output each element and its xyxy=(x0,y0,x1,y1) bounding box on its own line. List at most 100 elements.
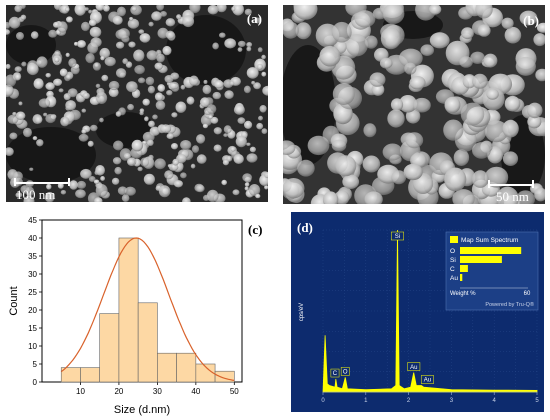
nanoparticle xyxy=(527,115,542,129)
nanoparticle xyxy=(6,29,10,35)
nanoparticle xyxy=(66,16,73,23)
nanoparticle xyxy=(409,76,426,90)
nanoparticle xyxy=(501,17,514,29)
sem-image-a xyxy=(6,5,268,202)
nanoparticle xyxy=(143,173,155,185)
nanoparticle xyxy=(196,154,207,164)
nanoparticle xyxy=(36,139,44,147)
nanoparticle xyxy=(208,115,213,119)
histogram-bar xyxy=(137,302,158,383)
nanoparticle xyxy=(391,170,407,185)
peak-label: C xyxy=(333,371,338,377)
nanoparticle xyxy=(297,159,315,177)
nanoparticle xyxy=(139,33,151,43)
nanoparticle xyxy=(175,101,187,113)
nanoparticle xyxy=(80,168,92,179)
nanoparticle xyxy=(164,170,174,180)
nanoparticle xyxy=(115,68,127,78)
nanoparticle xyxy=(484,166,509,188)
nanoparticle xyxy=(43,112,48,117)
nanoparticle xyxy=(142,98,150,106)
nanoparticle xyxy=(6,84,14,97)
nanoparticle xyxy=(483,53,498,68)
nanoparticle xyxy=(504,95,521,112)
nanoparticle xyxy=(23,127,32,138)
nanoparticle xyxy=(173,180,183,188)
nanoparticle xyxy=(223,125,232,134)
nanoparticle xyxy=(65,7,70,12)
nanoparticle xyxy=(246,42,253,48)
x-tick-label: 30 xyxy=(153,387,162,396)
legend-element-label: C xyxy=(450,266,455,273)
y-tick-label: 45 xyxy=(28,216,37,225)
nanoparticle xyxy=(127,158,135,166)
nanoparticle xyxy=(128,41,136,48)
nanoparticle xyxy=(249,146,256,153)
nanoparticle xyxy=(93,179,100,185)
nanoparticle xyxy=(34,115,43,124)
nanoparticle xyxy=(15,192,23,198)
nanoparticle xyxy=(213,144,222,152)
nanoparticle xyxy=(246,153,258,163)
nanoparticle xyxy=(156,53,165,63)
histogram-bar xyxy=(99,313,120,383)
y-tick-label: 30 xyxy=(28,270,37,279)
nanoparticle xyxy=(145,76,155,86)
nanoparticle xyxy=(20,5,26,9)
nanoparticle xyxy=(137,166,143,172)
nanoparticle xyxy=(262,85,268,96)
nanoparticle xyxy=(171,143,178,150)
peak-label: O xyxy=(343,370,348,376)
nanoparticle xyxy=(248,184,261,196)
nanoparticle xyxy=(53,78,63,87)
nanoparticle xyxy=(23,195,35,202)
x-tick-label: 2 xyxy=(407,398,411,404)
nanoparticle xyxy=(404,62,417,75)
nanoparticle xyxy=(87,140,94,147)
legend-weight-bar xyxy=(460,247,522,254)
nanoparticle xyxy=(81,108,87,113)
nanoparticle xyxy=(45,113,56,124)
eds-y-axis-label: cps/eV xyxy=(299,303,305,321)
nanoparticle xyxy=(126,81,138,93)
nanoparticle xyxy=(9,132,18,140)
nanoparticle xyxy=(443,119,464,141)
nanoparticle xyxy=(364,191,383,204)
nanoparticle xyxy=(77,40,86,48)
nanoparticle xyxy=(6,147,14,156)
nanoparticle xyxy=(58,88,64,93)
x-tick-label: 10 xyxy=(76,387,85,396)
nanoparticle xyxy=(124,186,136,196)
scale-bar-b-left-tick xyxy=(488,180,490,188)
nanoparticle xyxy=(461,27,474,40)
sem-image-b xyxy=(283,5,545,204)
nanoparticle xyxy=(180,172,187,179)
nanoparticle xyxy=(127,103,134,111)
eds-legend: Map Sum Spectrum O Si C Au Weight % 60 Powe… xyxy=(445,231,539,311)
nanoparticle xyxy=(33,78,44,90)
dark-void-region xyxy=(96,112,156,148)
legend-weight-bar xyxy=(460,274,463,281)
nanoparticle xyxy=(14,66,22,73)
nanoparticle xyxy=(246,67,259,79)
nanoparticle xyxy=(295,22,312,40)
nanoparticle xyxy=(6,74,17,87)
nanoparticle xyxy=(264,185,268,190)
nanoparticle xyxy=(256,122,264,130)
nanoparticle xyxy=(307,135,330,156)
nanoparticle xyxy=(131,6,137,12)
legend-element-label: Au xyxy=(450,275,458,282)
nanoparticle xyxy=(139,111,144,116)
nanoparticle xyxy=(117,186,128,195)
nanoparticle xyxy=(379,57,393,69)
nanoparticle xyxy=(65,100,77,111)
nanoparticle xyxy=(165,30,175,40)
nanoparticle xyxy=(59,68,68,77)
nanoparticle xyxy=(196,134,206,144)
nanoparticle xyxy=(371,83,385,96)
nanoparticle xyxy=(44,191,55,202)
nanoparticle xyxy=(398,48,423,68)
y-tick-label: 5 xyxy=(33,360,38,369)
nanoparticle xyxy=(92,62,101,71)
